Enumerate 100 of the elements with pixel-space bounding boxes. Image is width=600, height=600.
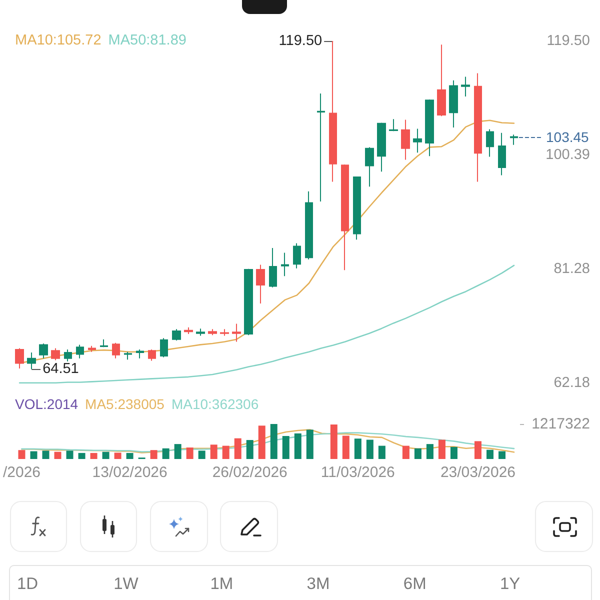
text: 103.45: [546, 128, 590, 145]
x-tick-label: 11/03/2026: [320, 464, 395, 481]
annotation: 119.50: [278, 33, 322, 49]
candlestick: [461, 76, 470, 97]
bar: [162, 448, 170, 459]
bar: [198, 450, 206, 459]
text: 1Y: [500, 574, 520, 594]
bar: [474, 441, 482, 459]
text: MA10:362306: [171, 396, 259, 412]
bar: [102, 452, 110, 459]
bar: [30, 451, 38, 459]
bar: [402, 446, 410, 459]
bar: [282, 436, 290, 459]
candlestick: [76, 344, 84, 359]
candlestick: [15, 348, 24, 370]
candlestick: [269, 248, 277, 288]
candlestick: [244, 268, 253, 336]
x-tick-label: /2026: [2, 464, 41, 481]
bar: [450, 446, 458, 459]
candlestick: [208, 328, 217, 336]
candlestick: [196, 328, 205, 336]
candlestick: [413, 128, 422, 154]
candlestick: [256, 264, 265, 304]
y-tick-label: 119.50: [546, 33, 590, 49]
candlestick: [39, 343, 48, 359]
candlestick: [184, 326, 193, 334]
bar: [342, 436, 350, 459]
y-tick-label: 100.39: [546, 147, 590, 164]
bar: [246, 440, 254, 459]
annotation: 64.51: [42, 361, 79, 378]
text: 3M: [306, 574, 330, 594]
bar: [54, 452, 62, 459]
candlestick: [281, 252, 289, 277]
text: MA5:238005: [85, 396, 165, 412]
candlestick: [88, 345, 96, 352]
candlestick: [64, 348, 72, 362]
candlestick: [232, 323, 241, 342]
candlestick: [353, 176, 361, 240]
bar: [366, 440, 374, 459]
bar: [234, 438, 242, 459]
candlestick: [100, 338, 108, 348]
x-tick-label: 23/03/2026: [440, 464, 516, 481]
text: VOL:2014: [15, 396, 78, 412]
candlestick: [401, 119, 410, 160]
candlestick: [124, 351, 132, 360]
bar: [210, 444, 218, 459]
text: 1D: [17, 574, 38, 594]
bar: [42, 450, 50, 459]
candlestick: [172, 328, 181, 342]
bar: [78, 452, 86, 459]
candlestick: [305, 190, 313, 260]
bar: [378, 446, 386, 459]
bar: [126, 452, 134, 459]
bar: [258, 426, 266, 459]
candlestick: [51, 348, 60, 361]
bar: [294, 433, 302, 459]
bar: [186, 448, 194, 459]
candlestick: [474, 72, 482, 182]
candlestick: [389, 118, 398, 132]
candlestick: [510, 134, 518, 146]
bar: [18, 450, 26, 459]
bar: [498, 451, 506, 459]
bar: [90, 452, 98, 459]
bar: [114, 452, 122, 459]
text: MA10:105.72: [15, 32, 102, 48]
y-tick-label: 62.18: [554, 375, 590, 391]
candlestick: [112, 342, 120, 359]
bar: [486, 450, 494, 459]
text: 6M: [403, 574, 426, 594]
text: 1M: [210, 574, 234, 594]
text: 1W: [114, 574, 138, 594]
candlestick: [329, 40, 337, 182]
bar: [438, 440, 446, 459]
bar: [150, 450, 158, 459]
bar: [414, 448, 422, 459]
candlestick: [317, 93, 325, 202]
y-tick-label: 1217322: [532, 416, 590, 432]
candlestick: [293, 242, 301, 269]
candlestick: [486, 128, 494, 158]
x-tick-label: 13/02/2026: [92, 464, 168, 481]
candlestick: [220, 328, 229, 336]
x-tick-label: 26/02/2026: [212, 464, 288, 481]
y-tick-label: 81.28: [554, 261, 590, 278]
bar: [426, 444, 434, 459]
candlestick: [148, 348, 156, 362]
candlestick: [377, 122, 386, 172]
bar: [330, 424, 338, 459]
bar: [174, 444, 182, 459]
candlestick: [136, 348, 144, 359]
candlestick: [449, 80, 458, 128]
bar: [66, 450, 74, 459]
line-series: [18, 264, 515, 384]
candlestick: [425, 98, 434, 157]
candlestick: [437, 44, 446, 117]
candlestick: [27, 352, 36, 370]
bar: [354, 438, 362, 459]
bar: [222, 446, 230, 459]
text: MA50:81.89: [108, 32, 186, 48]
bar: [306, 430, 314, 459]
candlestick: [365, 146, 374, 188]
